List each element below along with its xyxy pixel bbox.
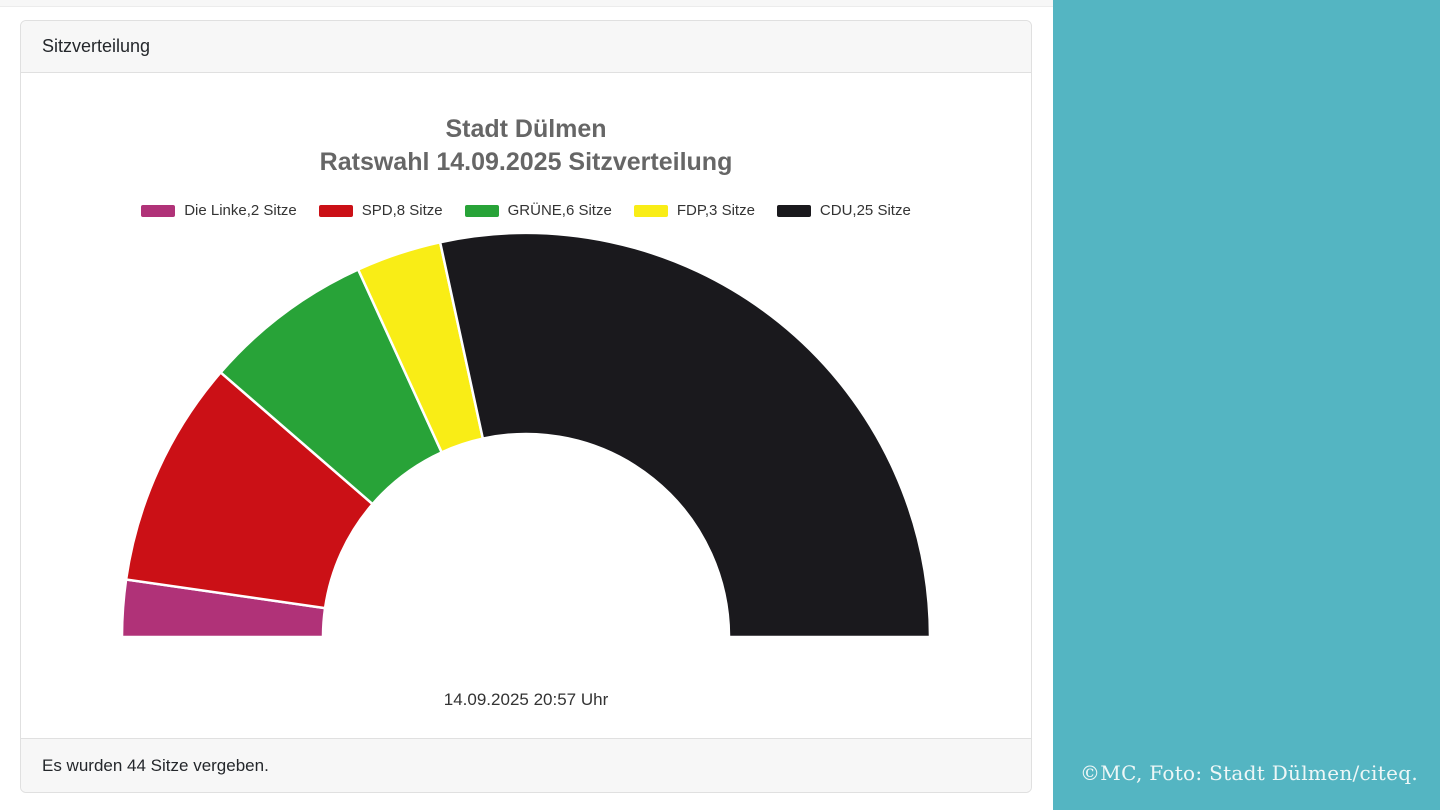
chart-title-line1: Stadt Dülmen: [445, 115, 607, 143]
legend-label: CDU,25 Sitze: [819, 202, 911, 219]
card-header-title: Sitzverteilung: [42, 36, 151, 56]
chart-legend: Die Linke,2 Sitze SPD,8 Sitze GRÜNE,6 Sitz…: [21, 202, 1031, 219]
legend-item-gr-ne[interactable]: GRÜNE,6 Sitze: [464, 202, 612, 219]
legend-label: GRÜNE,6 Sitze: [507, 202, 612, 219]
legend-item-fdp[interactable]: FDP,3 Sitze: [633, 202, 755, 219]
seat-distribution-chart: Stadt Dülmen Ratswahl 14.09.2025 Sitzver…: [21, 73, 1031, 738]
legend-swatch-cdu: [776, 204, 811, 217]
seat-distribution-card: Sitzverteilung Stadt Dülmen Ratswahl 14.…: [20, 20, 1032, 793]
legend-item-spd[interactable]: SPD,8 Sitze: [318, 202, 443, 219]
photo-credit: ©MC, Foto: Stadt Dülmen/citeq.: [1079, 761, 1418, 785]
content-pane: Sitzverteilung Stadt Dülmen Ratswahl 14.…: [0, 0, 1053, 793]
donut-slice-cdu[interactable]: [438, 231, 932, 639]
legend-swatch-spd: [318, 204, 353, 217]
legend-label: SPD,8 Sitze: [361, 202, 443, 219]
legend-item-die-linke[interactable]: Die Linke,2 Sitze: [141, 202, 297, 219]
legend-item-cdu[interactable]: CDU,25 Sitze: [776, 202, 911, 219]
card-footer: Es wurden 44 Sitze vergeben.: [21, 738, 1031, 792]
chart-title: Stadt Dülmen Ratswahl 14.09.2025 Sitzver…: [21, 113, 1031, 179]
legend-swatch-gr-ne: [464, 204, 499, 217]
half-donut-plot: [120, 231, 932, 639]
legend-swatch-fdp: [633, 204, 668, 217]
legend-label: FDP,3 Sitze: [676, 202, 755, 219]
legend-label: Die Linke,2 Sitze: [184, 202, 297, 219]
top-edge-strip: [0, 0, 1053, 7]
seats-total-text: Es wurden 44 Sitze vergeben.: [42, 755, 269, 775]
chart-timestamp: 14.09.2025 20:57 Uhr: [443, 690, 609, 709]
card-header: Sitzverteilung: [21, 21, 1031, 73]
legend-swatch-die-linke: [141, 204, 176, 217]
chart-title-line2: Ratswahl 14.09.2025 Sitzverteilung: [319, 148, 733, 176]
teal-side-panel: ©MC, Foto: Stadt Dülmen/citeq.: [1053, 0, 1440, 810]
